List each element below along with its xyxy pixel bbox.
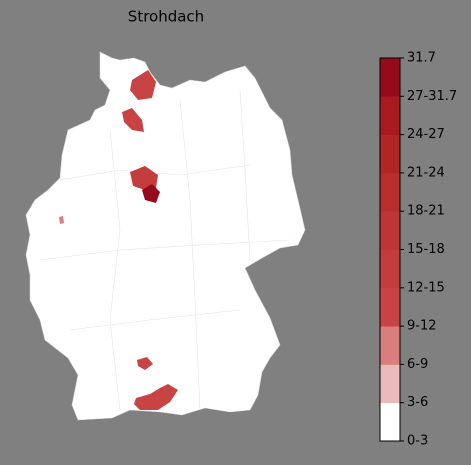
colorbar-label: 31.7 xyxy=(407,51,436,66)
colorbar-segment xyxy=(380,249,400,289)
colorbar-segment xyxy=(380,211,400,250)
colorbar-label: 21-24 xyxy=(407,165,445,180)
region-high xyxy=(137,357,153,370)
colorbar-label: 15-18 xyxy=(407,242,445,257)
region-high xyxy=(134,384,178,410)
region-high xyxy=(130,70,156,100)
colorbar-label: 9-12 xyxy=(407,319,437,334)
colorbar-segment xyxy=(380,364,400,404)
colorbar: 0-3 3-6 6-9 9-12 12-15 15-18 18-21 21-24 24-27 27… xyxy=(379,51,457,449)
colorbar-segment xyxy=(380,58,400,97)
country-outline xyxy=(25,51,306,421)
colorbar-segment xyxy=(380,287,400,327)
colorbar-segment xyxy=(380,326,400,365)
colorbar-label: 12-15 xyxy=(407,280,445,295)
region-low xyxy=(59,216,64,224)
colorbar-segment xyxy=(380,172,400,212)
colorbar-label: 27-31.7 xyxy=(407,89,457,104)
map-title: Strohdach xyxy=(128,8,204,26)
colorbar-segment xyxy=(380,402,400,442)
colorbar-label: 24-27 xyxy=(407,127,445,142)
region-high xyxy=(122,108,144,132)
colorbar-label: 3-6 xyxy=(407,395,428,410)
colorbar-label: 0-3 xyxy=(407,434,428,449)
colorbar-segment xyxy=(380,134,400,174)
colorbar-label: 18-21 xyxy=(407,204,445,219)
region-high xyxy=(130,166,158,190)
colorbar-label: 6-9 xyxy=(407,357,428,372)
colorbar-segment xyxy=(380,96,400,135)
germany-map xyxy=(25,51,306,421)
region-max xyxy=(142,184,160,203)
